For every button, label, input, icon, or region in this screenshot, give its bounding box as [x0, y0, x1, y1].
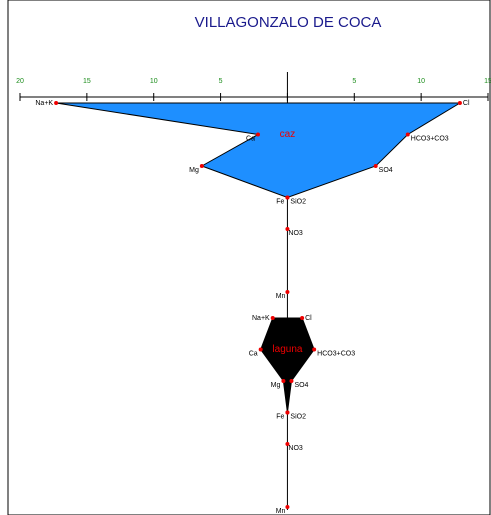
x-tick-label: 15 — [484, 78, 491, 85]
x-tick-label: 15 — [83, 78, 91, 85]
ion-label: Fe — [276, 413, 284, 420]
ion-label: Fe — [276, 198, 284, 205]
x-tick-label: 10 — [150, 78, 158, 85]
ion-label: Mg — [271, 382, 281, 389]
ion-label: SO4 — [294, 382, 308, 389]
ion-label: Mn — [276, 508, 286, 515]
point — [54, 101, 59, 105]
point — [285, 505, 290, 509]
point — [457, 101, 462, 105]
stiff-polygon — [56, 102, 462, 199]
x-tick-label: 10 — [417, 78, 425, 85]
ion-label: Ca — [249, 350, 258, 357]
sample-name: caz — [280, 129, 296, 140]
point — [281, 379, 286, 383]
point — [256, 132, 261, 137]
ion-label: Ca — [246, 135, 255, 142]
x-tick-label: 5 — [219, 78, 223, 85]
frame — [7, 0, 491, 515]
point — [405, 132, 410, 137]
ion-label: HCO3+CO3 — [411, 135, 449, 142]
point — [199, 164, 204, 168]
ion-label: Cl — [463, 100, 470, 107]
point — [270, 316, 275, 320]
x-tick-label: 20 — [16, 78, 24, 85]
ion-label: Cl — [305, 315, 312, 322]
point — [373, 164, 378, 168]
point — [285, 442, 290, 446]
ion-label: HCO3+CO3 — [317, 350, 355, 357]
x-tick-label: 5 — [352, 78, 356, 85]
point — [312, 347, 317, 352]
point — [285, 290, 290, 294]
ion-label: NO3 — [288, 445, 303, 452]
ion-label: Na+K — [252, 315, 270, 322]
point — [285, 195, 290, 200]
ion-label: SiO2 — [290, 413, 306, 420]
ion-label: Mg — [189, 167, 199, 174]
stiff-polygon — [260, 317, 315, 413]
sample-name: laguna — [272, 344, 302, 355]
ion-label: NO3 — [288, 230, 303, 237]
ion-label: SO4 — [379, 167, 393, 174]
point — [285, 410, 290, 415]
point — [285, 227, 290, 231]
point — [258, 347, 263, 352]
point — [289, 379, 294, 383]
ion-label: Na+K — [35, 100, 53, 107]
chart-title: VILLAGONZALO DE COCA — [195, 14, 382, 31]
ion-label: SiO2 — [290, 198, 306, 205]
ion-label: Mn — [276, 293, 286, 300]
point — [300, 316, 305, 320]
